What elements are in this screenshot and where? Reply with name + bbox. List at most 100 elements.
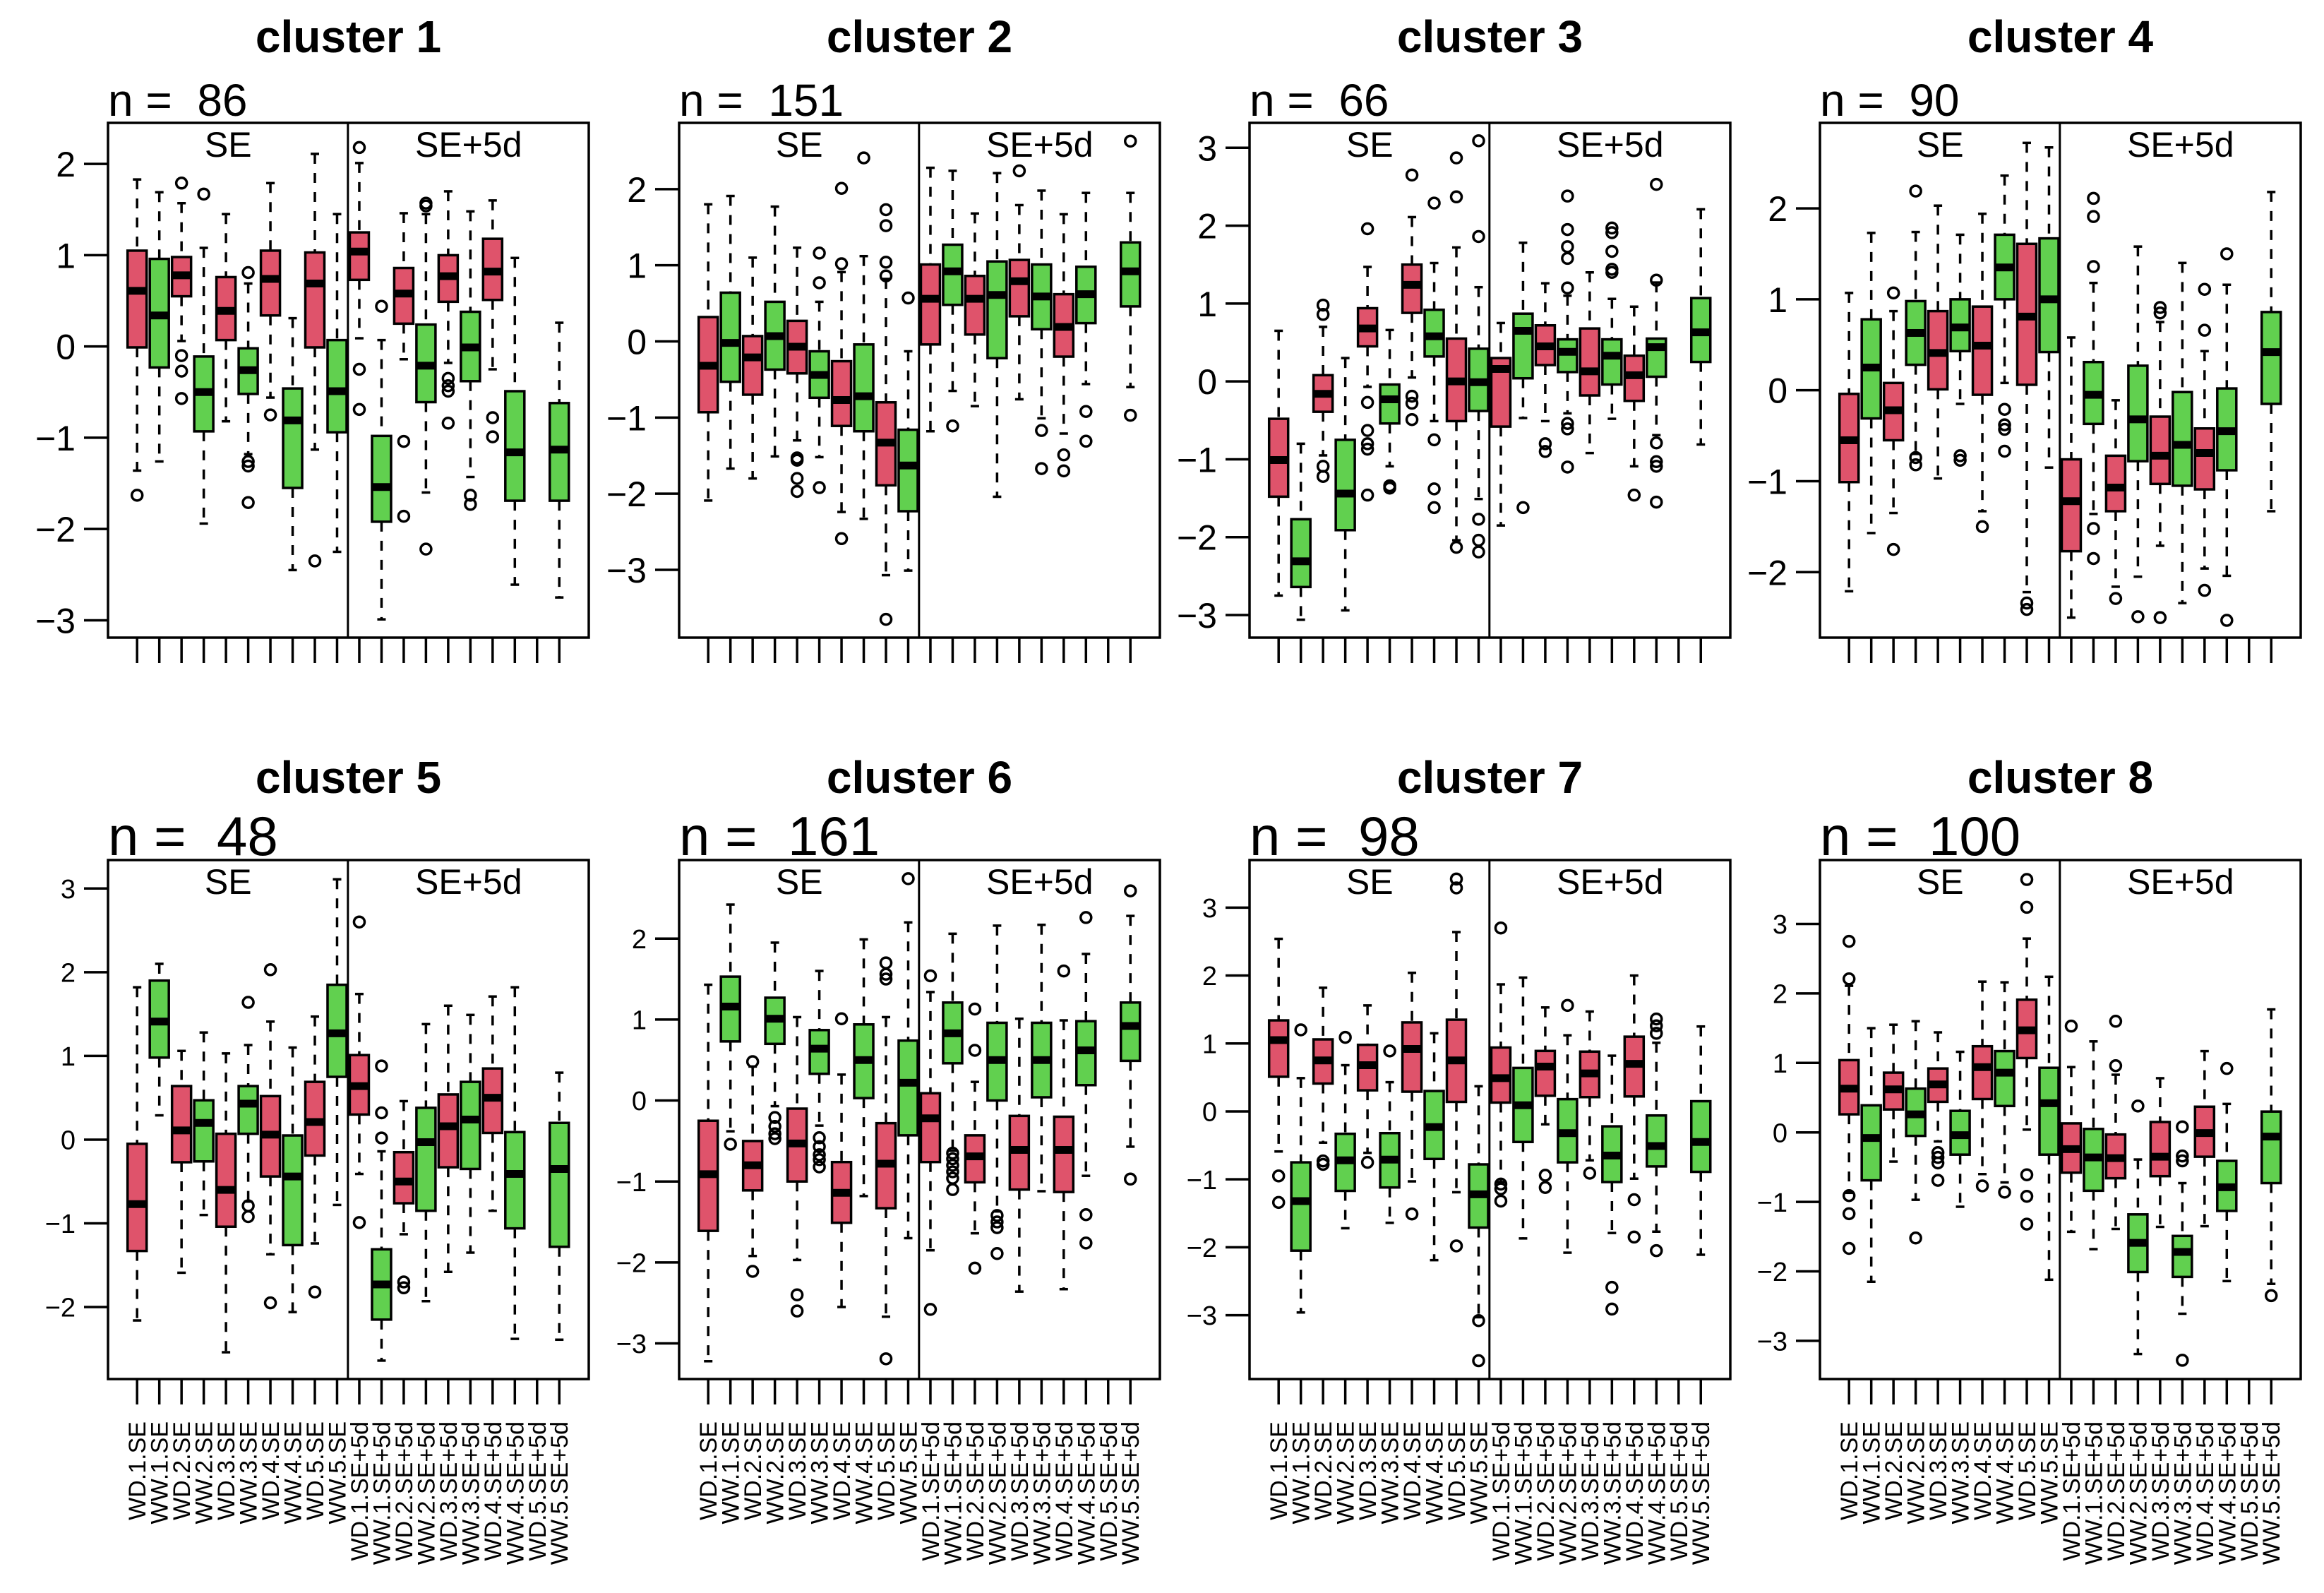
box-WD.2.SE (1882, 286, 1905, 556)
outlier-point (745, 1265, 760, 1278)
box-WW.1.SE (719, 903, 741, 1151)
outlier-point (1538, 437, 1552, 451)
box-WW.3.SE (237, 996, 259, 1224)
outlier-point (486, 411, 500, 424)
box-WD.2.SE (1312, 986, 1334, 1171)
box-WW.3.SE (808, 246, 830, 494)
outlier-point (441, 384, 455, 398)
outlier-point (879, 972, 893, 986)
x-tick-label: WW.1.SE+5d (369, 1421, 395, 1565)
box-WW.5.SE (326, 213, 348, 554)
box-WD.5.SE (2015, 141, 2038, 616)
outlier-point (1561, 189, 1574, 203)
outlier-point (1405, 412, 1419, 426)
outlier-point (1472, 1354, 1485, 1368)
outlier-point (419, 542, 433, 556)
outlier-point (923, 1303, 938, 1316)
box-WW.4.SE+5d (1075, 191, 1097, 448)
outlier-point (1842, 1241, 1856, 1255)
outlier-point (464, 498, 477, 511)
group-label-se5d: SE+5d (1557, 125, 1664, 165)
outlier-point (1909, 451, 1922, 465)
outlier-point (1472, 1314, 1485, 1328)
outlier-point (2020, 900, 2034, 914)
box-WD.4.SE+5d (481, 995, 504, 1212)
outlier-point (174, 364, 188, 378)
outlier-point (1079, 1236, 1093, 1250)
x-tick-label: WD.2.SE+5d (391, 1421, 418, 1561)
x-tick-label: WW.5.SE+5d (1688, 1421, 1715, 1565)
outlier-point (1998, 402, 2011, 416)
outlier-point (968, 1261, 982, 1275)
outlier-point (1316, 308, 1330, 321)
box-WD.1.SE+5d (348, 915, 371, 1229)
x-tick-label: WD.4.SE (829, 1421, 856, 1520)
x-tick-label: WW.3.SE (807, 1421, 834, 1524)
box-WW.2.SE+5d (1557, 189, 1579, 474)
iqr-box (741, 335, 764, 396)
box-WW.2.SE (764, 941, 786, 1145)
outlier-point (2087, 210, 2100, 223)
box-WW.2.SE (1334, 357, 1356, 612)
iqr-box (1379, 383, 1401, 425)
box-WD.2.SE+5d (964, 1002, 986, 1275)
y-tick-label: −2 (1747, 553, 1787, 592)
x-tick-label: WW.1.SE (718, 1421, 745, 1524)
panel-title: cluster 6 (827, 752, 1012, 803)
y-tick-label: −3 (35, 601, 76, 640)
box-WW.2.SE+5d (986, 172, 1008, 499)
y-tick-label: −1 (1757, 1188, 1787, 1218)
box-WW.1.SE+5d (371, 299, 393, 621)
x-tick-label: WD.3.SE+5d (1007, 1421, 1034, 1561)
x-tick-label: WD.1.SE+5d (918, 1421, 945, 1561)
outlier-point (2153, 611, 2167, 624)
outlier-point (2109, 1015, 2123, 1028)
iqr-box (259, 249, 282, 317)
box-WD.4.SE+5d (1623, 974, 1646, 1244)
iqr-box (986, 260, 1008, 359)
x-tick-label: WW.3.SE+5d (1599, 1421, 1626, 1565)
box-WD.4.SE (1971, 980, 1994, 1193)
box-WW.2.SE+5d (1557, 998, 1579, 1254)
outlier-point (1909, 184, 1922, 198)
box-WW.3.SE+5d (460, 1013, 481, 1254)
outlier-point (1123, 1172, 1137, 1186)
outlier-point (1605, 244, 1619, 258)
outlier-point (1650, 436, 1663, 450)
outlier-point (879, 256, 893, 269)
outlier-point (441, 371, 455, 386)
panel-title: cluster 2 (827, 11, 1012, 62)
iqr-box (1401, 1021, 1423, 1093)
outlier-point (2020, 873, 2034, 886)
panel-cluster-3: cluster 3n = 66 −3 −2 −1 0 1 2 3 SE SE+5d (1177, 11, 1732, 663)
y-tick-label: −1 (1177, 440, 1217, 479)
outlier-point (946, 1159, 959, 1172)
outlier-point (1605, 1280, 1619, 1294)
outlier-point (397, 1281, 411, 1295)
panel-cluster-2: cluster 2 n = 151 −3 −2 −1 0 1 2 SE SE+5d (606, 11, 1161, 663)
outlier-point (946, 1152, 959, 1166)
y-tick-label: 2 (61, 959, 76, 989)
outlier-point (174, 392, 188, 405)
outlier-point (879, 967, 893, 981)
sample-size-label: n = 66 (1250, 75, 1389, 126)
outlier-point (813, 1160, 826, 1174)
outlier-point (2109, 592, 2123, 605)
box-WW.4.SE+5d (2216, 247, 2238, 627)
outlier-point (197, 187, 210, 201)
outlier-point (1449, 881, 1463, 895)
box-WW.3.SE (1379, 328, 1401, 495)
outlier-point (813, 481, 826, 494)
outlier-point (1057, 964, 1071, 978)
box-WW.3.SE (808, 969, 830, 1174)
iqr-box (919, 263, 942, 346)
x-tick-label: WD.5.SE+5d (1096, 1421, 1122, 1561)
iqr-box (371, 434, 393, 523)
iqr-box (2260, 1110, 2282, 1185)
x-tick-label: WD.1.SE+5d (2059, 1421, 2085, 1561)
iqr-box (1860, 1104, 1882, 1182)
box-WD.4.SE (1401, 168, 1423, 426)
outlier-point (1538, 445, 1552, 458)
outlier-point (2020, 596, 2034, 610)
outlier-point (130, 489, 144, 502)
